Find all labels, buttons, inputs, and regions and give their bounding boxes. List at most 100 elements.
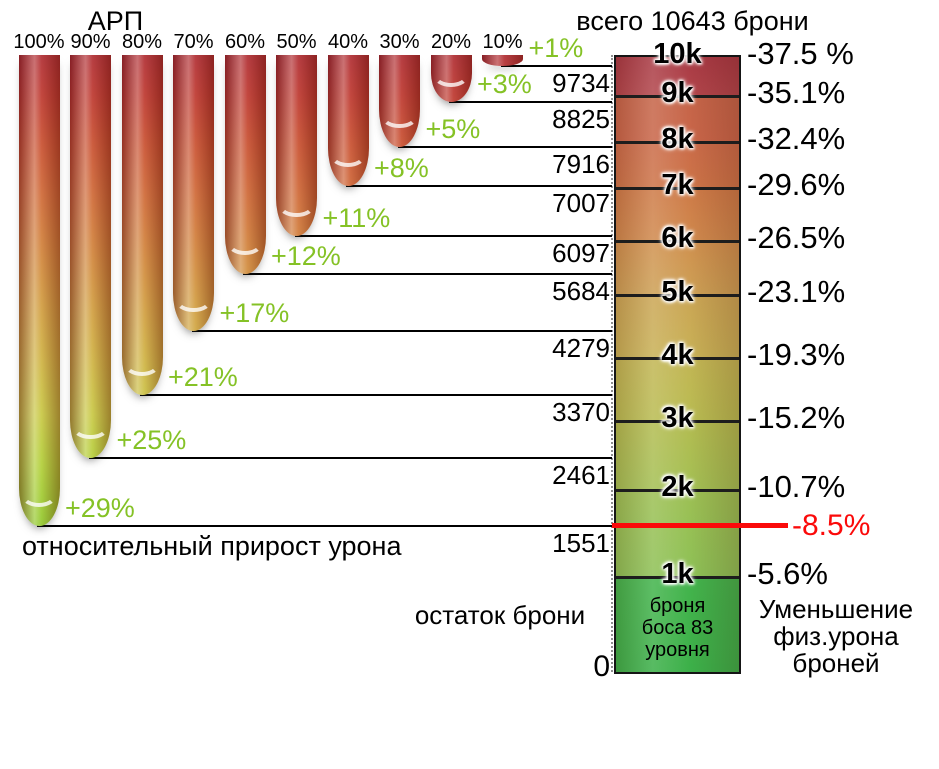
arp-percent-label: 40% xyxy=(327,31,369,53)
armor-left-value: 7916 xyxy=(552,149,610,179)
boss-armor-caption: броня боса 83 уровня xyxy=(618,595,737,661)
armor-left-value: 9734 xyxy=(552,68,610,98)
bar-shading xyxy=(121,55,163,395)
chart-title-arp: АРП xyxy=(87,6,144,36)
scale-tick-label: 8k xyxy=(661,123,694,155)
scale-tick-label: 10k xyxy=(653,38,702,70)
right-caption-line: броней xyxy=(792,648,880,678)
gain-label: +5% xyxy=(425,114,481,144)
armor-left-value: 4279 xyxy=(552,333,610,363)
bar-highlight xyxy=(278,193,315,217)
arp-percent-label: 20% xyxy=(430,31,472,53)
bar-highlight xyxy=(123,352,161,376)
reduction-label: -35.1% xyxy=(747,75,846,110)
gain-label: +25% xyxy=(116,425,187,455)
arp-bar-10 xyxy=(482,55,523,66)
scale-tick-label: 7k xyxy=(661,169,694,201)
arp-bar-100 xyxy=(18,55,60,526)
right-caption-line: физ.урона xyxy=(773,621,899,651)
arp-percent-label: 30% xyxy=(379,31,420,53)
bar-shading xyxy=(18,55,60,526)
damage-reduction-axis-label: Уменьшение физ.урона броней xyxy=(752,596,920,677)
scale-tick-line xyxy=(616,240,739,243)
scale-tick-line xyxy=(616,141,739,144)
scale-tick-label: 4k xyxy=(661,339,694,371)
bar-highlight xyxy=(329,143,367,167)
bar-highlight xyxy=(20,483,58,507)
armor-line xyxy=(37,525,612,527)
armor-line xyxy=(449,101,612,103)
arp-percent-label: 60% xyxy=(224,31,266,53)
armor-line xyxy=(500,65,612,67)
bar-highlight xyxy=(432,63,470,87)
arp-percent-label: 90% xyxy=(70,31,111,53)
column-dotted-edge xyxy=(611,55,613,672)
scale-tick-line xyxy=(616,294,739,297)
scale-tick-label: 2k xyxy=(661,471,694,503)
gain-label: +8% xyxy=(374,153,429,183)
armor-line xyxy=(191,330,612,332)
reduction-label: -29.6% xyxy=(747,167,846,202)
right-caption-line: Уменьшение xyxy=(758,594,914,624)
armor-remaining-axis-label: остаток брони xyxy=(414,600,586,630)
scale-tick-label: 6k xyxy=(661,222,694,254)
boss-caption-line: уровня xyxy=(645,639,710,661)
scale-tick-label: 9k xyxy=(661,77,694,109)
reduction-label: -26.5% xyxy=(747,220,846,255)
boss-caption-line: броня xyxy=(649,595,706,617)
gain-label: +12% xyxy=(271,241,341,271)
armor-left-value: 7007 xyxy=(552,188,610,218)
reduction-label: -23.1% xyxy=(747,274,846,309)
armor-line xyxy=(140,394,612,396)
arp-percent-label: 50% xyxy=(276,31,317,53)
bar-shading xyxy=(70,55,111,458)
scale-tick-line xyxy=(616,357,739,360)
gain-label: +17% xyxy=(219,298,290,328)
armor-scale-column xyxy=(614,55,741,674)
gain-label: +29% xyxy=(65,493,135,523)
reduction-label: -37.5 % xyxy=(747,36,854,71)
armor-line xyxy=(88,457,612,459)
reduction-label: -19.3% xyxy=(747,337,846,372)
arp-bar-40 xyxy=(327,55,369,186)
armor-line xyxy=(294,235,612,237)
scale-tick-line xyxy=(616,489,739,492)
boss-caption-line: боса 83 xyxy=(641,617,714,639)
bar-highlight xyxy=(72,415,109,439)
scale-tick-line xyxy=(616,187,739,190)
scale-tick-line xyxy=(616,95,739,98)
arp-percent-label: 100% xyxy=(13,31,65,53)
bar-highlight xyxy=(381,104,418,128)
red-threshold-line xyxy=(612,523,788,528)
bar-highlight xyxy=(226,231,264,255)
arp-bar-60 xyxy=(224,55,266,274)
arp-percent-label: 70% xyxy=(173,31,214,53)
gain-label: +1% xyxy=(528,33,584,63)
chart-title-total-armor: всего 10643 брони xyxy=(576,6,809,36)
armor-line xyxy=(243,273,612,275)
arp-bar-20 xyxy=(430,55,472,102)
scale-tick-label: 1k xyxy=(661,558,694,590)
armor-line xyxy=(346,185,612,187)
armor-left-value: 6097 xyxy=(552,238,610,268)
bar-shading xyxy=(482,55,523,66)
armor-left-value: 8825 xyxy=(552,104,610,134)
armor-left-value: 5684 xyxy=(552,276,610,306)
arp-bar-50 xyxy=(276,55,317,236)
armor-left-value: 2461 xyxy=(552,460,610,490)
arp-percent-label: 80% xyxy=(121,31,163,53)
armor-line xyxy=(397,146,612,148)
arp-bar-80 xyxy=(121,55,163,395)
bar-shading xyxy=(173,55,214,331)
scale-tick-line xyxy=(616,576,739,579)
relative-damage-gain-caption: относительный прирост урона xyxy=(22,531,402,561)
gain-label: +21% xyxy=(168,362,238,392)
reduction-label: -15.2% xyxy=(747,400,846,435)
column-shading xyxy=(616,57,739,672)
arp-bar-90 xyxy=(70,55,111,458)
arp-bar-30 xyxy=(379,55,420,147)
armor-left-value: 3370 xyxy=(552,397,610,427)
scale-tick-label: 3k xyxy=(661,402,694,434)
reduction-label: -10.7% xyxy=(747,469,846,504)
